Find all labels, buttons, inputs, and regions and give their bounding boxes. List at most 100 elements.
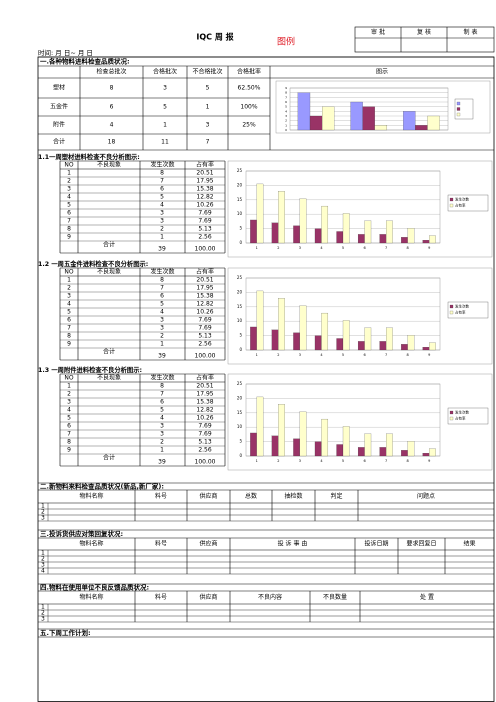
column-header: NO xyxy=(64,375,73,382)
bar xyxy=(364,327,372,351)
cell: 1 xyxy=(67,170,71,177)
cell: 6 xyxy=(110,104,114,111)
bar xyxy=(336,338,344,351)
cell: 2.56 xyxy=(198,447,212,454)
column-header: 占有率 xyxy=(196,268,214,276)
bar xyxy=(321,418,329,457)
cell: 5 xyxy=(160,194,164,201)
column-header: 供应商 xyxy=(199,593,217,601)
x-tick-label: 3 xyxy=(299,353,301,357)
legend-label: 占有率 xyxy=(455,203,466,208)
cell: 7 xyxy=(67,325,71,332)
cell: 11 xyxy=(161,139,169,146)
bar xyxy=(379,447,387,457)
bar xyxy=(429,342,436,351)
cell: 100.00 xyxy=(195,246,216,253)
x-tick-label: 2 xyxy=(277,459,279,463)
column-header: 不良现象 xyxy=(97,268,121,276)
row-name: 五金件 xyxy=(50,103,68,111)
legend-note: 图例 xyxy=(277,36,295,48)
y-tick-label: 10 xyxy=(237,318,243,323)
cell: 5 xyxy=(67,415,71,422)
cell: 20.51 xyxy=(196,277,213,284)
bar xyxy=(364,220,372,244)
y-tick-label: 9 xyxy=(285,86,287,90)
cell: 3 xyxy=(67,399,71,406)
bar xyxy=(379,341,387,351)
column-header: 发生次数 xyxy=(150,268,174,276)
legend-label: 占有率 xyxy=(455,310,466,315)
y-tick-label: 6 xyxy=(285,100,287,104)
cell: 7.69 xyxy=(198,210,212,217)
x-tick-label: 6 xyxy=(363,353,365,357)
cell: 4 xyxy=(160,309,164,316)
cell: 8 xyxy=(110,85,114,92)
cell: 7.69 xyxy=(198,317,212,324)
bar xyxy=(379,234,387,244)
cell: 4 xyxy=(160,415,164,422)
bar xyxy=(429,448,436,457)
y-tick-label: 25 xyxy=(237,381,243,386)
column-header: 投诉日期 xyxy=(364,540,388,548)
column-header: 结果 xyxy=(463,540,475,548)
column-header: 图示 xyxy=(376,69,388,76)
row-name: 合计 xyxy=(53,138,65,146)
cell: 7 xyxy=(160,178,164,185)
legend-swatch xyxy=(449,203,454,208)
legend-swatch xyxy=(449,197,454,202)
cell: 39 xyxy=(158,353,166,360)
x-tick-label: 7 xyxy=(385,459,387,463)
bar xyxy=(362,106,375,131)
bar xyxy=(422,453,430,457)
cell: 17.95 xyxy=(196,285,213,292)
cell: 100.00 xyxy=(195,353,216,360)
x-tick-label: 9 xyxy=(428,459,430,463)
column-header: 供应商 xyxy=(199,540,217,548)
column-header: 总数 xyxy=(245,492,257,500)
legend xyxy=(447,407,489,425)
section-title: 一.各种物料进料检查品质状况: xyxy=(40,57,130,66)
column-header: 发生次数 xyxy=(150,161,174,169)
row-name: 塑材 xyxy=(53,84,65,92)
cell: 8 xyxy=(67,226,71,233)
column-header: 占有率 xyxy=(196,374,214,382)
cell: 6 xyxy=(160,186,164,193)
bar xyxy=(256,183,264,244)
bar xyxy=(386,220,393,244)
bar xyxy=(278,191,285,244)
bar xyxy=(297,92,311,131)
section-title: 四.物料在使用单位不良反馈品质状况: xyxy=(40,583,149,592)
cell: 5 xyxy=(160,407,164,414)
approval-box xyxy=(354,26,495,53)
cell: 10.26 xyxy=(196,415,213,422)
x-tick-label: 4 xyxy=(320,246,323,250)
cell: 3 xyxy=(160,431,164,438)
bar xyxy=(401,344,408,351)
x-tick-label: 7 xyxy=(385,246,387,250)
cell: 4 xyxy=(110,122,114,129)
cell: 12.82 xyxy=(196,194,213,201)
legend-label: 发生次数 xyxy=(455,410,469,415)
cell: 3 xyxy=(67,293,71,300)
bar xyxy=(407,228,415,244)
sub-title: 1.3 一周附件进料检查不良分析图示: xyxy=(38,365,142,374)
bar xyxy=(256,396,264,457)
x-tick-label: 1 xyxy=(256,246,258,250)
cell: 25% xyxy=(242,122,256,129)
column-header: NO xyxy=(64,162,73,169)
y-tick-label: 4 xyxy=(285,109,287,113)
bar xyxy=(293,438,300,457)
cell: 7 xyxy=(160,391,164,398)
cell: 4 xyxy=(67,407,71,414)
cell: 5 xyxy=(160,301,164,308)
x-tick-label: 2 xyxy=(277,246,279,250)
cell: 15.38 xyxy=(196,186,213,193)
cell: 3 xyxy=(67,186,71,193)
y-tick-label: 0 xyxy=(285,128,287,132)
column-header: 占有率 xyxy=(196,161,214,169)
cell: 7.69 xyxy=(198,325,212,332)
bar xyxy=(403,111,416,131)
cell: 5 xyxy=(67,202,71,209)
legend-label: 发生次数 xyxy=(455,197,469,202)
y-tick-label: 0 xyxy=(239,240,242,245)
